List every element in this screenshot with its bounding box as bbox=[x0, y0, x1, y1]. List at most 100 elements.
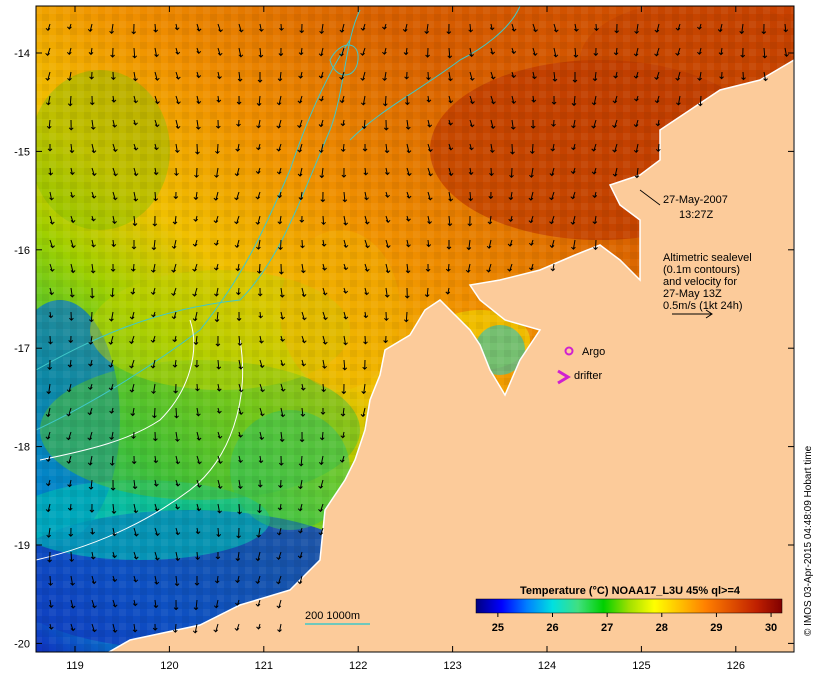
velocity-arrow bbox=[279, 287, 285, 298]
velocity-arrow bbox=[300, 407, 306, 417]
velocity-arrow bbox=[90, 527, 95, 535]
velocity-arrow bbox=[530, 119, 536, 129]
velocity-arrow bbox=[697, 47, 702, 55]
velocity-arrow bbox=[236, 119, 241, 127]
velocity-arrow bbox=[360, 71, 366, 81]
velocity-arrow bbox=[109, 407, 114, 414]
velocity-arrow bbox=[382, 23, 387, 30]
velocity-arrow bbox=[340, 407, 346, 417]
velocity-arrow bbox=[48, 599, 54, 609]
velocity-arrow bbox=[131, 23, 137, 35]
velocity-arrow bbox=[154, 47, 159, 58]
velocity-arrow bbox=[112, 215, 117, 225]
velocity-arrow bbox=[486, 239, 492, 249]
velocity-arrow bbox=[150, 263, 156, 273]
velocity-arrow bbox=[90, 551, 96, 560]
velocity-arrow bbox=[70, 263, 76, 274]
velocity-arrow bbox=[319, 95, 324, 102]
velocity-arrow bbox=[153, 599, 159, 609]
velocity-arrow bbox=[45, 95, 51, 106]
velocity-arrow bbox=[382, 71, 387, 82]
velocity-arrow bbox=[213, 239, 219, 246]
velocity-arrow bbox=[508, 215, 514, 223]
velocity-arrow bbox=[301, 287, 307, 298]
velocity-arrow bbox=[532, 47, 538, 57]
velocity-arrow bbox=[364, 287, 370, 296]
velocity-arrow bbox=[276, 575, 282, 585]
velocity-arrow bbox=[570, 191, 576, 200]
velocity-arrow bbox=[47, 144, 53, 152]
velocity-arrow bbox=[70, 599, 76, 609]
velocity-arrow bbox=[383, 119, 389, 131]
velocity-arrow bbox=[49, 215, 55, 225]
velocity-arrow bbox=[112, 143, 118, 153]
velocity-arrow bbox=[319, 167, 325, 179]
velocity-arrow bbox=[152, 623, 158, 631]
velocity-arrow bbox=[129, 359, 135, 369]
velocity-arrow bbox=[427, 119, 433, 128]
velocity-arrow bbox=[550, 263, 556, 272]
velocity-arrow bbox=[236, 287, 241, 296]
velocity-arrow bbox=[238, 455, 243, 464]
velocity-arrow bbox=[256, 143, 261, 151]
velocity-arrow bbox=[447, 215, 453, 227]
velocity-arrow bbox=[739, 23, 745, 35]
velocity-arrow bbox=[152, 407, 157, 419]
velocity-arrow bbox=[154, 503, 160, 512]
velocity-arrow bbox=[468, 23, 474, 33]
velocity-arrow bbox=[448, 71, 453, 82]
velocity-arrow bbox=[47, 359, 53, 371]
velocity-arrow bbox=[215, 551, 221, 560]
velocity-arrow bbox=[192, 623, 198, 634]
velocity-arrow bbox=[259, 23, 264, 32]
velocity-arrow bbox=[382, 47, 387, 55]
velocity-arrow bbox=[48, 311, 54, 319]
velocity-arrow bbox=[238, 359, 244, 370]
velocity-arrow bbox=[112, 527, 117, 537]
velocity-arrow bbox=[66, 407, 72, 417]
velocity-arrow bbox=[343, 263, 349, 271]
velocity-arrow bbox=[67, 359, 73, 368]
velocity-arrow bbox=[175, 551, 181, 562]
velocity-arrow bbox=[91, 599, 97, 609]
velocity-arrow bbox=[385, 191, 390, 198]
velocity-arrow bbox=[48, 167, 54, 176]
velocity-arrow bbox=[91, 215, 96, 222]
velocity-arrow bbox=[112, 623, 118, 633]
velocity-arrow bbox=[676, 95, 681, 106]
velocity-arrow bbox=[763, 71, 768, 82]
velocity-arrow bbox=[322, 335, 328, 345]
velocity-arrow bbox=[384, 143, 390, 154]
velocity-arrow bbox=[553, 23, 559, 33]
velocity-arrow bbox=[406, 143, 412, 154]
velocity-arrow bbox=[591, 119, 597, 129]
velocity-arrow bbox=[277, 191, 282, 199]
velocity-arrow bbox=[111, 71, 116, 81]
velocity-arrow bbox=[612, 143, 618, 153]
velocity-arrow bbox=[70, 167, 75, 176]
velocity-arrow bbox=[278, 239, 283, 251]
velocity-arrow bbox=[363, 167, 369, 176]
velocity-arrow bbox=[66, 383, 72, 393]
velocity-arrow bbox=[154, 527, 160, 537]
velocity-arrow bbox=[298, 527, 303, 534]
velocity-arrow bbox=[256, 527, 261, 538]
velocity-arrow bbox=[633, 47, 639, 57]
velocity-arrow bbox=[613, 47, 619, 56]
velocity-arrow bbox=[591, 95, 597, 106]
velocity-arrow bbox=[234, 239, 240, 249]
velocity-arrow bbox=[570, 167, 576, 175]
velocity-arrow bbox=[69, 311, 74, 321]
velocity-arrow bbox=[196, 431, 202, 441]
velocity-arrow bbox=[214, 575, 220, 584]
velocity-arrow bbox=[66, 47, 72, 56]
velocity-arrow bbox=[192, 311, 198, 322]
velocity-arrow bbox=[448, 119, 453, 126]
svg-text:(0.1m contours): (0.1m contours) bbox=[663, 264, 740, 276]
velocity-arrow bbox=[133, 191, 139, 202]
velocity-arrow bbox=[489, 23, 495, 31]
velocity-arrow bbox=[196, 455, 202, 465]
velocity-arrow bbox=[235, 575, 240, 584]
